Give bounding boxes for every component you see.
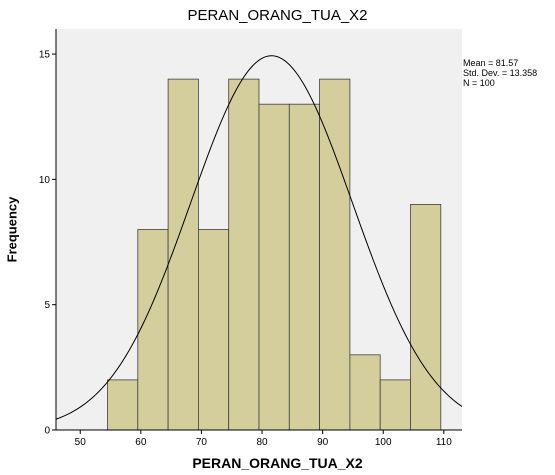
x-tick-label: 50: [75, 437, 87, 448]
x-tick-label: 70: [196, 437, 208, 448]
histogram-bar: [198, 229, 230, 431]
bars-group: [107, 78, 442, 431]
histogram-bar: [410, 204, 442, 431]
histogram-bar: [379, 379, 411, 431]
x-tick-label: 100: [375, 437, 392, 448]
axes-group: 50 60 70 80 90 100 110 0 5 10 15: [39, 29, 462, 448]
y-axis-label: Frequency: [4, 196, 20, 263]
y-tick-label: 10: [39, 175, 51, 186]
x-axis-label: PERAN_ORANG_TUA_X2: [192, 455, 363, 471]
x-tick-label: 110: [436, 437, 452, 448]
stats-mean: Mean = 81.57: [463, 58, 519, 68]
histogram-bar: [349, 354, 381, 431]
normal-curve: [55, 55, 463, 420]
stats-n: N = 100: [463, 78, 495, 88]
stats-legend: Mean = 81.57 Std. Dev. = 13.358 N = 100: [463, 58, 537, 88]
histogram-bar: [167, 78, 199, 431]
histogram-bar: [288, 103, 320, 431]
histogram-bar: [137, 229, 169, 431]
y-tick-label: 15: [39, 50, 51, 61]
chart-title: PERAN_ORANG_TUA_X2: [187, 7, 368, 24]
stats-std: Std. Dev. = 13.358: [463, 68, 538, 78]
histogram-bar: [107, 379, 139, 431]
x-tick-label: 80: [256, 437, 268, 448]
histogram-bar: [228, 78, 260, 431]
y-tick-label: 5: [44, 300, 50, 311]
histogram-bar: [319, 78, 351, 431]
histogram-bar: [258, 103, 290, 431]
y-tick-label: 0: [44, 426, 50, 437]
x-tick-label: 90: [317, 437, 329, 448]
x-tick-label: 60: [135, 437, 147, 448]
